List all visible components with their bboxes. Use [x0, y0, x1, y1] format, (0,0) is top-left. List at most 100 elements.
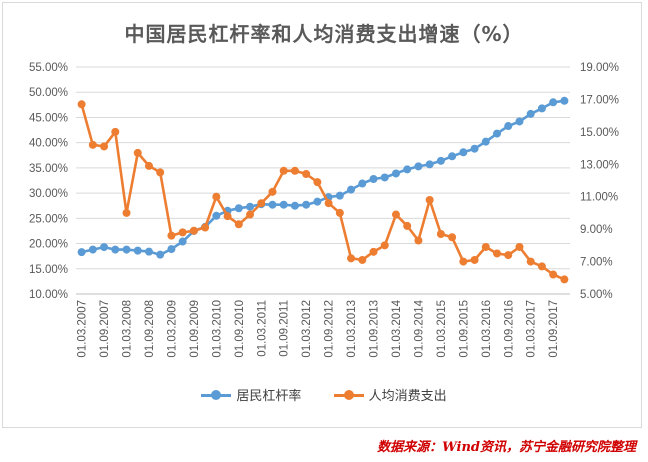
x-tick-label: 01.03.2012	[301, 300, 313, 358]
legend-label-consumption: 人均消费支出	[368, 389, 447, 404]
x-tick-label: 01.03.2007	[77, 300, 89, 358]
legend-item-leverage: 居民杠杆率	[201, 385, 301, 404]
y-left-tick-label: 50.00%	[29, 87, 68, 99]
x-tick-label: 01.09.2014	[413, 299, 425, 357]
series-1-point	[212, 192, 221, 201]
series-1-point	[201, 223, 210, 232]
x-tick-label: 01.03.2013	[346, 300, 358, 358]
series-1-point	[335, 208, 344, 217]
series-1-point	[144, 161, 153, 170]
chart-frame	[2, 2, 642, 428]
y-left-tick-label: 55.00%	[29, 62, 68, 74]
x-tick-label: 01.03.2010	[211, 300, 223, 358]
series-1-point	[257, 199, 266, 208]
x-tick-label: 01.09.2015	[458, 300, 470, 358]
x-tick-label: 01.03.2016	[481, 300, 493, 358]
series-0-point	[549, 98, 558, 107]
series-1-point	[88, 140, 97, 149]
series-0-point	[391, 169, 400, 178]
series-1-point	[279, 166, 288, 175]
series-1-point	[234, 220, 243, 229]
y-right-tick-label: 13.00%	[580, 159, 619, 171]
series-0-point	[156, 250, 165, 259]
y-left-tick-label: 10.00%	[29, 289, 68, 301]
chart-legend: 居民杠杆率 人均消费支出	[0, 385, 648, 404]
series-1-point	[77, 100, 86, 109]
series-1-point	[290, 166, 299, 175]
x-tick-label: 01.03.2011	[256, 300, 268, 357]
series-0-point	[560, 96, 569, 105]
series-1-point	[167, 231, 176, 240]
series-0-point	[313, 197, 322, 206]
series-1-point	[302, 170, 311, 179]
series-1-point	[425, 195, 434, 204]
series-0-point	[414, 162, 423, 171]
y-right-tick-label: 15.00%	[580, 127, 619, 139]
series-line-0	[81, 99, 565, 256]
series-1-point	[403, 221, 412, 230]
series-0-point	[380, 173, 389, 182]
chart-title: 中国居民杠杆率和人均消费支出增速（%）	[124, 22, 524, 46]
series-1-point	[358, 255, 367, 264]
x-tick-label: 01.09.2013	[369, 300, 381, 358]
legend-swatch-leverage	[201, 389, 232, 400]
y-left-tick-label: 35.00%	[29, 163, 68, 175]
x-tick-label: 01.09.2007	[99, 300, 111, 358]
series-1-point	[380, 241, 389, 250]
series-0-point	[481, 137, 490, 146]
series-0-point	[77, 248, 86, 257]
series-1-point	[369, 247, 378, 256]
series-0-point	[178, 237, 187, 246]
series-1-point	[459, 257, 468, 266]
series-1-point	[178, 228, 187, 237]
y-right-tick-label: 11.00%	[580, 192, 618, 204]
series-0-point	[493, 129, 502, 138]
series-0-point	[122, 245, 131, 254]
series-1-point	[436, 230, 445, 239]
series-0-point	[246, 202, 255, 211]
y-left-tick-label: 15.00%	[29, 264, 68, 276]
series-1-point	[223, 212, 232, 221]
series-1-point	[560, 275, 569, 284]
series-0-point	[212, 211, 221, 220]
y-right-tick-label: 7.00%	[580, 257, 613, 269]
series-1-point	[549, 270, 558, 279]
series-1-point	[414, 236, 423, 245]
series-0-point	[515, 117, 524, 126]
series-0-point	[504, 122, 513, 131]
series-1-point	[537, 262, 546, 271]
series-1-point	[391, 210, 400, 219]
y-left-tick-label: 20.00%	[29, 239, 68, 251]
series-1-point	[481, 242, 490, 251]
legend-item-consumption: 人均消费支出	[333, 385, 447, 404]
series-0-point	[403, 165, 412, 174]
series-0-point	[234, 204, 243, 213]
series-1-point	[100, 142, 109, 151]
source-note: 数据来源：Wind资讯，苏宁金融研究院整理	[377, 440, 636, 455]
series-1-point	[470, 255, 479, 264]
series-0-point	[167, 245, 176, 254]
series-0-point	[470, 144, 479, 153]
series-1-point	[122, 208, 131, 217]
y-right-tick-label: 9.00%	[580, 224, 613, 236]
series-1-point	[268, 187, 277, 196]
x-tick-label: 01.09.2010	[234, 300, 246, 358]
series-1-point	[313, 178, 322, 187]
series-0-point	[335, 191, 344, 200]
x-tick-label: 01.09.2017	[548, 300, 560, 358]
y-right-tick-label: 17.00%	[580, 94, 619, 106]
series-0-point	[290, 201, 299, 210]
y-right-tick-label: 5.00%	[580, 289, 613, 301]
series-0-point	[302, 200, 311, 209]
series-0-point	[111, 245, 120, 254]
series-1-point	[189, 226, 198, 235]
series-1-point	[493, 249, 502, 258]
series-0-point	[537, 104, 546, 113]
x-tick-label: 01.03.2014	[391, 299, 403, 357]
series-0-point	[100, 243, 109, 252]
series-0-point	[436, 156, 445, 165]
y-left-tick-label: 25.00%	[29, 213, 68, 225]
x-tick-label: 01.03.2017	[526, 300, 538, 358]
series-0-point	[358, 179, 367, 188]
